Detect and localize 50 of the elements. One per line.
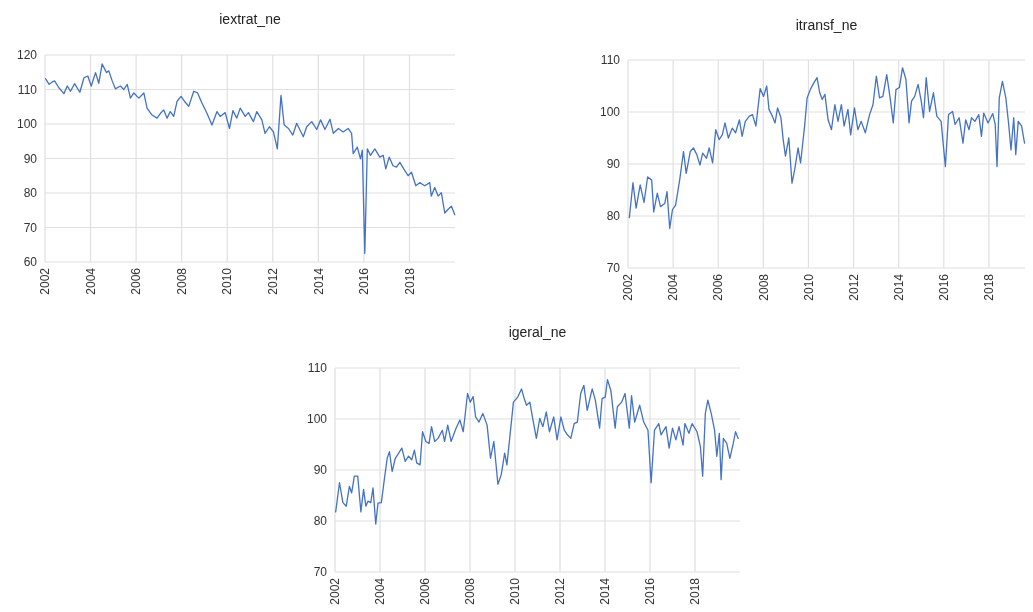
x-tick-label: 2014 bbox=[598, 577, 613, 605]
x-tick-label: 2010 bbox=[220, 267, 235, 295]
x-tick-label: 2004 bbox=[666, 273, 681, 301]
x-tick-label: 2002 bbox=[38, 267, 53, 295]
y-tick-label: 110 bbox=[17, 82, 38, 97]
x-tick-label: 2004 bbox=[373, 577, 388, 605]
y-tick-label: 120 bbox=[16, 48, 38, 63]
y-tick-label: 90 bbox=[313, 463, 328, 478]
line-series bbox=[628, 67, 1026, 230]
x-tick-label: 2012 bbox=[265, 267, 280, 295]
x-tick-label: 2014 bbox=[891, 273, 906, 301]
x-tick-label: 2010 bbox=[508, 577, 523, 605]
y-tick-label: 110 bbox=[307, 361, 328, 376]
y-tick-label: 70 bbox=[313, 565, 328, 580]
chart-title: iextrat_ne bbox=[219, 11, 281, 27]
x-tick-label: 2016 bbox=[357, 267, 372, 295]
line-series bbox=[335, 379, 739, 525]
y-tick-label: 80 bbox=[313, 514, 328, 529]
x-tick-label: 2018 bbox=[402, 267, 417, 295]
y-tick-label: 100 bbox=[306, 412, 328, 427]
chart-title: igeral_ne bbox=[508, 324, 567, 340]
x-tick-label: 2010 bbox=[801, 273, 816, 301]
x-tick-label: 2012 bbox=[553, 577, 568, 605]
y-tick-label: 90 bbox=[23, 151, 38, 166]
x-tick-label: 2008 bbox=[174, 267, 189, 295]
x-tick-label: 2008 bbox=[463, 577, 478, 605]
x-tick-label: 2008 bbox=[756, 273, 771, 301]
x-tick-label: 2004 bbox=[83, 267, 98, 295]
y-tick-label: 100 bbox=[16, 117, 38, 132]
x-tick-label: 2016 bbox=[643, 577, 658, 605]
y-tick-label: 70 bbox=[606, 261, 621, 276]
x-tick-label: 2014 bbox=[311, 267, 326, 295]
line-series bbox=[45, 63, 456, 255]
y-tick-label: 100 bbox=[599, 105, 621, 120]
x-tick-label: 2016 bbox=[937, 273, 951, 301]
x-tick-label: 2006 bbox=[418, 577, 433, 605]
y-tick-label: 80 bbox=[606, 209, 621, 224]
chart-title: itransf_ne bbox=[795, 17, 858, 33]
y-tick-label: 90 bbox=[606, 157, 621, 172]
y-tick-label: 60 bbox=[23, 255, 38, 270]
x-tick-label: 2002 bbox=[621, 273, 636, 301]
x-tick-label: 2018 bbox=[982, 273, 997, 301]
y-tick-label: 80 bbox=[23, 186, 38, 201]
y-tick-label: 110 bbox=[600, 53, 621, 68]
x-tick-label: 2002 bbox=[328, 577, 343, 605]
y-tick-label: 70 bbox=[23, 220, 38, 235]
x-tick-label: 2018 bbox=[688, 577, 703, 605]
x-tick-label: 2006 bbox=[711, 273, 726, 301]
x-tick-label: 2012 bbox=[846, 273, 861, 301]
x-tick-label: 2006 bbox=[129, 267, 144, 295]
